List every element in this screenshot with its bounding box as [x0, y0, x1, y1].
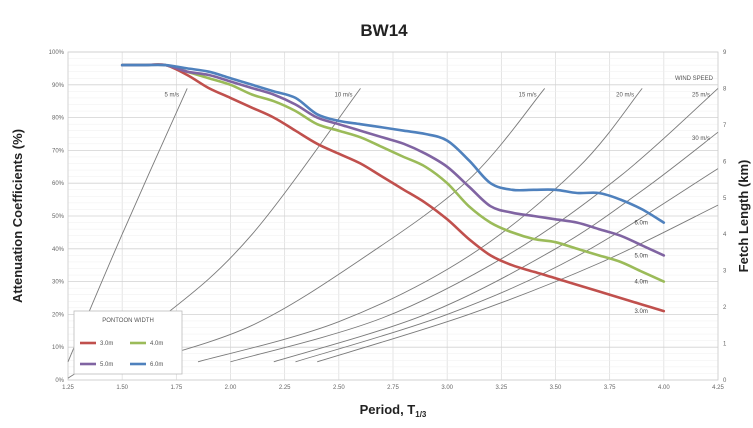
wind-curve-label: 5 m/s — [164, 92, 179, 98]
y2-axis-ticks: 0 1 2 3 4 5 6 7 8 9 — [723, 50, 727, 384]
plot-area — [67, 51, 719, 381]
x-tick-label: 2.50 — [333, 385, 345, 391]
series-line — [120, 63, 666, 224]
wind-curve-label: 30 m/s — [692, 136, 710, 142]
y2-tick-label: 2 — [723, 305, 727, 311]
series-end-label: 3.0m — [634, 309, 647, 315]
wind-curve-label: 20 m/s — [616, 92, 634, 98]
y2-tick-label: 7 — [723, 123, 727, 129]
wind-curve — [273, 131, 719, 363]
series-line — [120, 63, 666, 283]
x-axis-ticks: 1.25 1.50 1.75 2.00 2.25 2.50 2.75 3.00 3.25 3.50… — [62, 385, 724, 391]
wind-curve-label: 25 m/s — [692, 92, 710, 98]
x-tick-label: 1.25 — [62, 385, 74, 391]
y2-tick-label: 9 — [723, 50, 727, 56]
series-end-labels: 3.0m 4.0m 5.0m 6.0m — [634, 221, 647, 316]
y2-axis-title: Fetch Length (km) — [736, 160, 751, 273]
x-axis-title: Period, T1/3 — [360, 402, 427, 419]
x-tick-label: 1.75 — [170, 385, 182, 391]
y-axis-ticks: 0% 10% 20% 30% 40% 50% 60% 70% 80% 90% 100% — [49, 50, 65, 384]
x-tick-label: 2.00 — [225, 385, 237, 391]
y-tick-label: 90% — [52, 83, 65, 89]
x-tick-label: 3.00 — [441, 385, 453, 391]
x-tick-label: 3.50 — [550, 385, 562, 391]
y2-tick-label: 0 — [723, 378, 727, 384]
y-tick-label: 100% — [49, 50, 65, 56]
wind-curve-label: 15 m/s — [519, 92, 537, 98]
x-tick-label: 4.25 — [712, 385, 724, 391]
series-end-label: 5.0m — [634, 253, 647, 259]
legend-items: 3.0m 4.0m 5.0m 6.0m — [80, 341, 163, 368]
y-tick-label: 60% — [52, 181, 65, 187]
y-tick-label: 50% — [52, 214, 65, 220]
y-tick-label: 70% — [52, 148, 65, 154]
wind-curve — [230, 88, 719, 363]
y-tick-label: 0% — [55, 378, 64, 384]
x-axis-title-main: Period, T — [360, 402, 416, 417]
series-end-label: 4.0m — [634, 280, 647, 286]
legend-label: 4.0m — [150, 341, 163, 347]
legend: PONTOON WIDTH 3.0m 4.0m 5.0m 6.0m — [73, 310, 183, 375]
x-tick-label: 1.50 — [116, 385, 128, 391]
y-tick-label: 20% — [52, 312, 65, 318]
wind-curve — [143, 88, 546, 363]
x-tick-label: 3.75 — [604, 385, 616, 391]
x-tick-label: 4.00 — [658, 385, 670, 391]
y-axis-title: Attenuation Coefficients (%) — [10, 129, 25, 303]
wind-curve — [295, 168, 719, 363]
series-line — [120, 63, 666, 257]
wind-curve — [317, 204, 719, 363]
x-tick-label: 2.25 — [279, 385, 291, 391]
legend-label: 5.0m — [100, 362, 113, 368]
y-tick-label: 80% — [52, 116, 65, 122]
series-line — [120, 63, 666, 313]
wind-speed-title: WIND SPEED — [675, 76, 714, 82]
y-tick-label: 30% — [52, 280, 65, 286]
x-tick-label: 2.75 — [387, 385, 399, 391]
x-axis-title-sub: 1/3 — [415, 410, 427, 419]
series-end-label: 6.0m — [634, 221, 647, 227]
y2-tick-label: 6 — [723, 159, 727, 165]
legend-title: PONTOON WIDTH — [102, 318, 154, 324]
y-tick-label: 10% — [52, 345, 65, 351]
legend-label: 6.0m — [150, 362, 163, 368]
x-tick-label: 3.25 — [495, 385, 507, 391]
y2-tick-label: 5 — [723, 196, 727, 202]
y2-tick-label: 3 — [723, 269, 727, 275]
y2-tick-label: 4 — [723, 232, 727, 238]
y2-tick-label: 8 — [723, 86, 727, 92]
wind-curve-label: 10 m/s — [334, 92, 352, 98]
legend-label: 3.0m — [100, 341, 113, 347]
data-series — [120, 63, 666, 313]
chart-title: BW14 — [360, 21, 408, 40]
wind-curve — [197, 88, 643, 363]
y2-tick-label: 1 — [723, 342, 727, 348]
y-tick-label: 40% — [52, 247, 65, 253]
wind-speed-curves: 5 m/s 10 m/s 15 m/s 20 m/s 25 m/s 30 m/s — [67, 88, 719, 379]
